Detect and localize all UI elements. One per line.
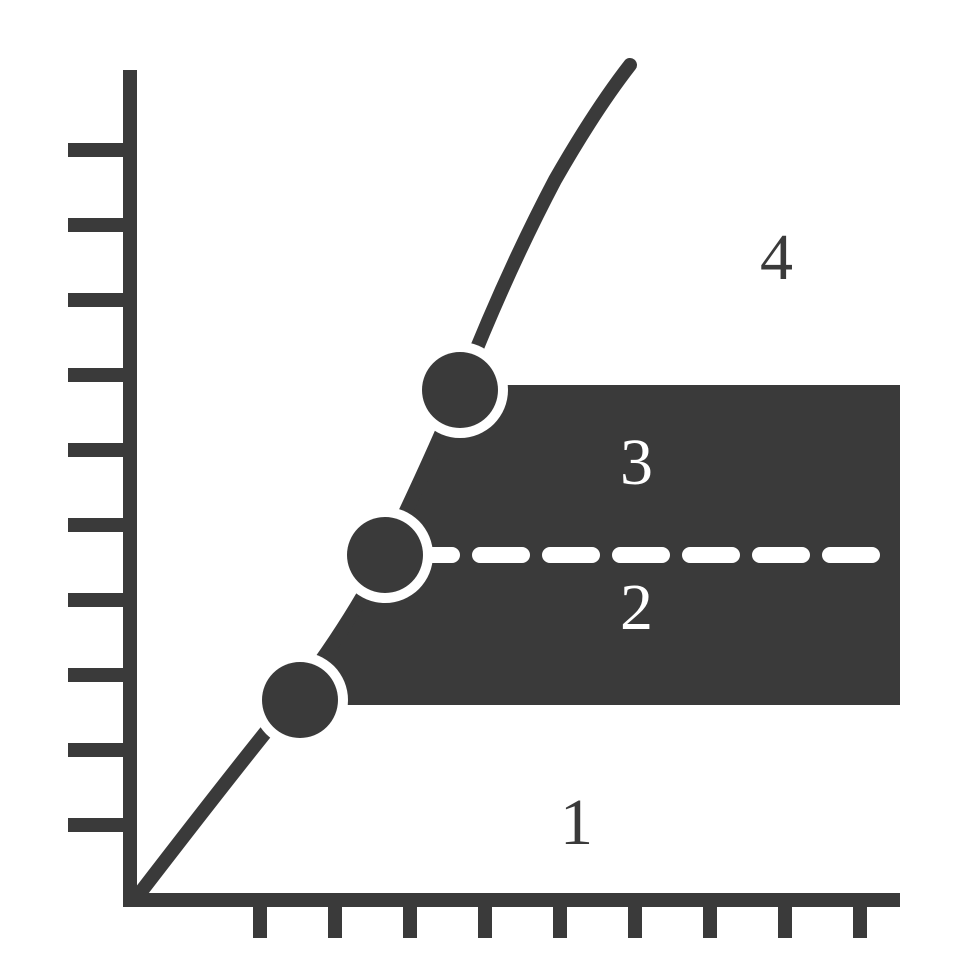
curve-marker [422, 352, 498, 428]
curve-marker [347, 517, 423, 593]
region-label-1: 1 [560, 790, 593, 856]
region-label-2: 2 [620, 575, 653, 641]
chart-svg [0, 0, 980, 980]
curve-marker [262, 662, 338, 738]
region-label-4: 4 [760, 225, 793, 291]
region-label-3: 3 [620, 430, 653, 496]
chart-glyph: 1 2 3 4 [0, 0, 980, 980]
